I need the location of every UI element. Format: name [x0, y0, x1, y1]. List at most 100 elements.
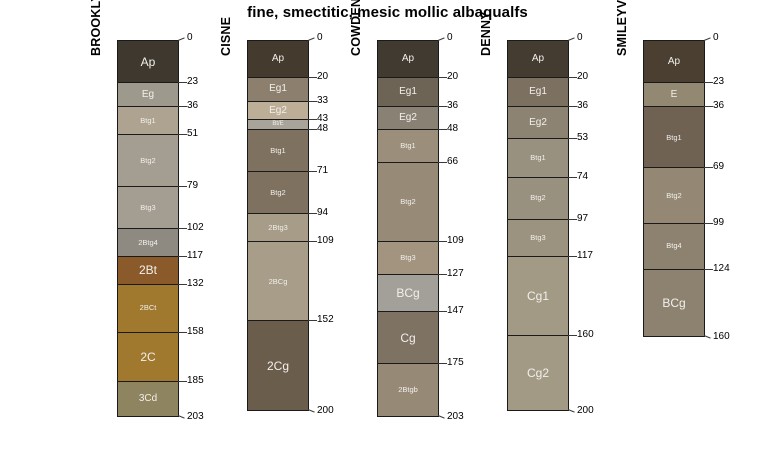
- depth-tick: [308, 128, 317, 130]
- depth-tick-label: 33: [317, 94, 329, 106]
- depth-tick-label: 117: [187, 249, 203, 261]
- depth-tick-label: 203: [187, 410, 204, 422]
- depth-tick: [178, 134, 187, 136]
- horizon-label: 3Cd: [138, 392, 158, 404]
- depth-tick-label: 36: [187, 100, 199, 112]
- horizon-btg2: Btg2: [118, 135, 178, 187]
- depth-tick-label: 71: [317, 164, 329, 176]
- depth-tick: [308, 100, 317, 102]
- horizon-ap: Ap: [644, 41, 704, 84]
- horizon-btg3: Btg3: [118, 186, 178, 230]
- depth-tick: [178, 228, 187, 230]
- horizon-label: 2BCt: [139, 303, 157, 313]
- profile-column: Ap Eg1 Eg2 Btg1 Btg2 Btg3 BCg Cg 2Btgb: [377, 40, 439, 417]
- horizon-label: Btg3: [530, 233, 546, 243]
- depth-tick-label: 20: [577, 70, 589, 82]
- horizon-label: Btg1: [270, 145, 286, 155]
- horizon-3cd: 3Cd: [118, 382, 178, 416]
- depth-tick: [438, 161, 447, 163]
- depth-tick-label: 51: [187, 128, 199, 140]
- depth-tick-label: 53: [577, 131, 589, 143]
- profile-name-label: DENNY: [479, 11, 493, 56]
- depth-tick: [568, 137, 577, 139]
- depth-tick: [178, 331, 187, 333]
- depth-tick-label: 200: [577, 405, 594, 416]
- depth-tick-label: 66: [447, 155, 459, 167]
- horizon-eg1: Eg1: [508, 77, 568, 108]
- horizon-label: Eg2: [269, 104, 287, 116]
- depth-tick: [308, 119, 317, 121]
- horizon-2cg: 2Cg: [248, 321, 308, 410]
- horizon-eg2: Eg2: [248, 101, 308, 121]
- horizon-btg2: Btg2: [508, 177, 568, 220]
- horizon-label: Bt/E: [272, 121, 284, 128]
- horizon-2btgb: 2Btgb: [378, 363, 438, 416]
- horizon-btg4: Btg4: [644, 223, 704, 270]
- depth-tick: [308, 76, 317, 78]
- depth-tick-label: 0: [713, 32, 719, 43]
- profile-column: Ap Eg1 Eg2 Btg1 Btg2 Btg3 Cg1 Cg2: [507, 40, 569, 411]
- depth-tick-label: 152: [317, 314, 334, 326]
- horizon-bcg: BCg: [378, 275, 438, 313]
- depth-tick: [568, 218, 577, 220]
- horizon-label: Btg1: [140, 115, 156, 125]
- horizon-label: 2Bt: [138, 263, 157, 278]
- horizon-label: Eg2: [529, 116, 547, 128]
- depth-tick-label: 79: [187, 179, 199, 191]
- depth-tick: [438, 362, 447, 364]
- depth-tick: [704, 222, 713, 224]
- horizon-btg3: Btg3: [508, 219, 568, 257]
- depth-tick-label: 124: [713, 262, 730, 274]
- horizon-label: 2Btg3: [268, 223, 288, 232]
- horizon-cg: Cg: [378, 312, 438, 364]
- depth-tick-label: 127: [447, 268, 464, 280]
- horizon-label: Ap: [271, 52, 285, 64]
- profile-name-label: COWDEN: [349, 0, 363, 56]
- depth-tick-label: 97: [577, 212, 589, 224]
- horizon-label: Cg: [400, 330, 416, 345]
- horizon-ap: Ap: [508, 41, 568, 78]
- horizon-label: Btg2: [400, 197, 416, 207]
- depth-tick: [178, 381, 187, 383]
- depth-tick-label: 43: [317, 113, 329, 125]
- horizon-e: E: [644, 83, 704, 108]
- depth-tick-label: 36: [577, 100, 589, 112]
- horizon-btg2: Btg2: [644, 168, 704, 224]
- depth-tick: [308, 170, 317, 172]
- horizon-btg2: Btg2: [378, 162, 438, 243]
- horizon-2bct: 2BCt: [118, 284, 178, 333]
- depth-tick: [178, 283, 187, 285]
- horizon-label: Btg2: [270, 187, 286, 197]
- depth-tick: [177, 37, 185, 41]
- horizon-label: Eg2: [399, 111, 417, 123]
- horizon-btg1: Btg1: [118, 107, 178, 136]
- depth-tick-label: 74: [577, 170, 589, 182]
- depth-tick-label: 23: [713, 76, 725, 88]
- horizon-btg1: Btg1: [644, 107, 704, 169]
- depth-tick-label: 185: [187, 375, 204, 387]
- horizon-label: Btg3: [400, 253, 416, 263]
- depth-tick: [704, 167, 713, 169]
- horizon-btg3: Btg3: [378, 242, 438, 276]
- horizon-btg2: Btg2: [248, 171, 308, 215]
- page-title: fine, smectitic, mesic mollic albaqualfs: [247, 4, 528, 21]
- horizon-label: Cg1: [526, 289, 549, 304]
- depth-tick: [704, 106, 713, 108]
- horizon-label: Eg: [141, 88, 155, 100]
- horizon-btg1: Btg1: [378, 129, 438, 163]
- depth-tick-label: 109: [447, 235, 464, 247]
- horizon-2btg3: 2Btg3: [248, 214, 308, 243]
- depth-tick-label: 160: [713, 331, 730, 343]
- horizon-eg1: Eg1: [378, 77, 438, 108]
- depth-tick-label: 0: [447, 32, 453, 43]
- horizon-cg2: Cg2: [508, 336, 568, 410]
- horizon-label: Ap: [401, 52, 415, 64]
- depth-tick: [437, 414, 445, 419]
- depth-tick: [567, 37, 575, 41]
- depth-tick-label: 36: [713, 100, 725, 112]
- depth-tick: [437, 37, 445, 41]
- depth-tick-label: 23: [187, 76, 199, 88]
- depth-tick: [703, 37, 711, 41]
- depth-tick-label: 99: [713, 216, 725, 228]
- depth-tick: [438, 274, 447, 276]
